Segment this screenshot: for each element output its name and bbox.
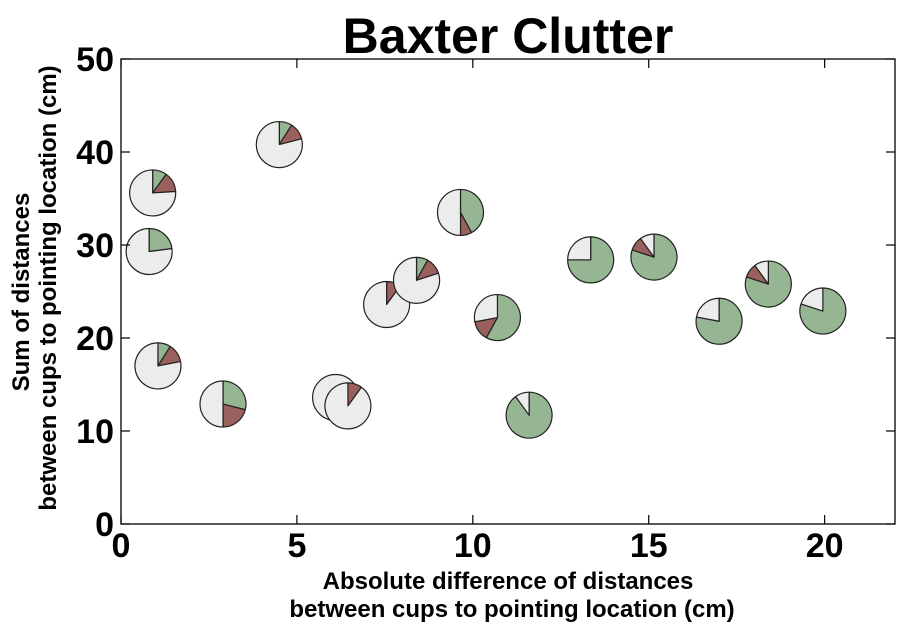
pie-point	[199, 380, 247, 428]
x-tick-label: 10	[454, 527, 492, 565]
y-axis-label-line1: Sum of distances	[8, 193, 35, 392]
plot-frame	[120, 58, 896, 525]
pie-point	[567, 236, 615, 284]
y-tick-label: 40	[76, 134, 114, 172]
pie-point	[744, 260, 792, 308]
x-tick-label: 0	[112, 527, 131, 565]
pie-point	[125, 227, 173, 276]
y-axis-label-line2: between cups to pointing location (cm)	[35, 65, 62, 510]
y-tick-label: 20	[76, 320, 114, 358]
y-tick-label: 0	[95, 506, 114, 544]
pie-point	[799, 287, 847, 335]
pie-point	[695, 297, 743, 345]
chart-title: Baxter Clutter	[343, 8, 674, 64]
pie-point	[324, 382, 372, 430]
x-tick-label: 20	[806, 527, 844, 565]
axis-ticks: 0 5 10 15 20 0 10 20 30 40 50	[76, 41, 895, 565]
pie-point	[505, 391, 553, 439]
pie-point	[630, 233, 678, 281]
pie-point	[436, 188, 485, 237]
x-axis-label-line2: between cups to pointing location (cm)	[289, 596, 734, 623]
y-tick-label: 50	[76, 41, 114, 79]
pie-point	[134, 342, 182, 390]
pie-point	[392, 256, 441, 304]
x-tick-label: 15	[630, 527, 668, 565]
y-tick-label: 30	[76, 227, 114, 265]
x-axis-label-line1: Absolute difference of distances	[323, 568, 694, 595]
x-tick-label: 5	[287, 527, 306, 565]
data-points	[125, 120, 847, 439]
pie-point	[473, 293, 522, 342]
pie-point	[129, 169, 177, 217]
pie-point	[255, 120, 303, 169]
y-tick-label: 10	[76, 413, 114, 451]
